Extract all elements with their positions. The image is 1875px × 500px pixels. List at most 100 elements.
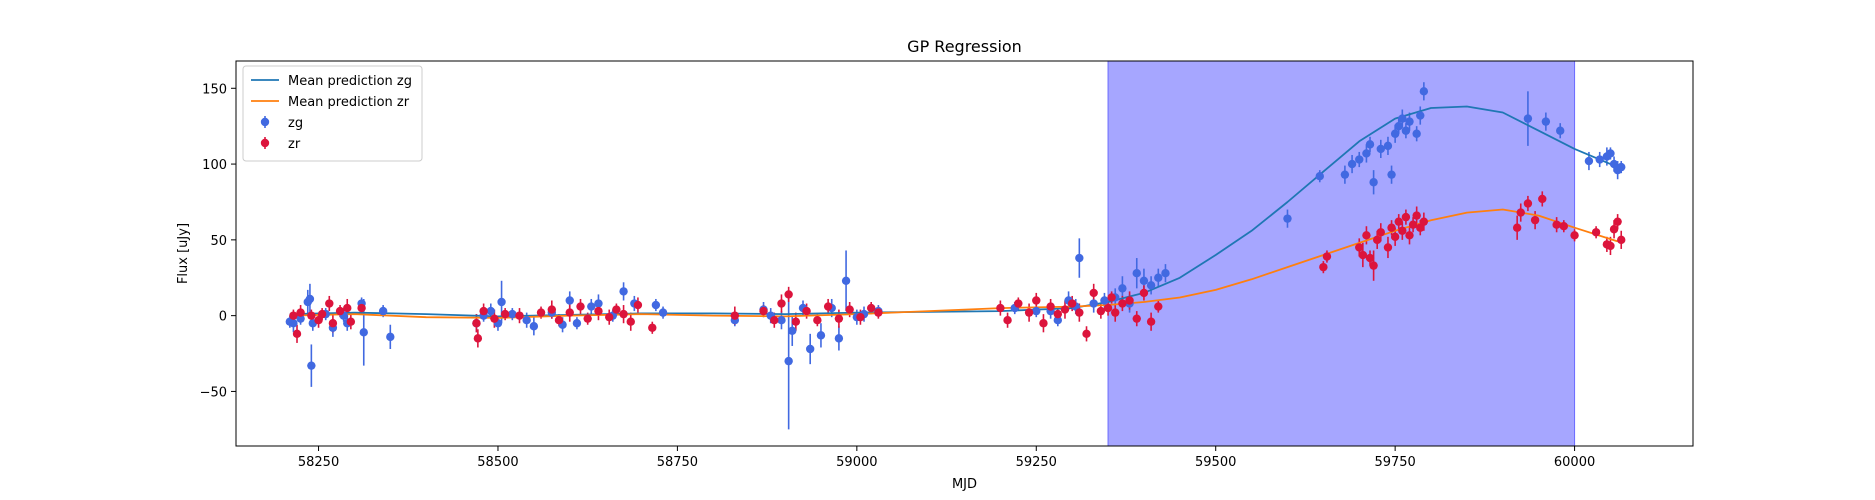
data-point-zg — [1132, 269, 1141, 278]
data-point-zg — [1100, 296, 1109, 305]
data-point-zr — [1369, 261, 1378, 270]
data-point-zr — [328, 319, 338, 328]
data-point-zr — [343, 303, 352, 313]
data-point-zr — [1014, 299, 1023, 308]
data-point-zr — [1365, 253, 1375, 263]
data-point-zr — [1390, 232, 1400, 242]
data-point-zg — [1365, 140, 1375, 149]
data-point-zg — [1369, 178, 1378, 187]
data-point-zg — [378, 306, 388, 316]
data-point-zg — [1118, 284, 1127, 293]
data-point-zg — [289, 319, 298, 328]
y-tick-label: −50 — [200, 385, 227, 400]
data-point-zr — [633, 300, 643, 310]
chart-title: GP Regression — [907, 37, 1022, 56]
data-point-zr — [1139, 288, 1149, 298]
data-point-zg — [497, 297, 506, 307]
data-point-zg — [834, 334, 844, 343]
data-point-zg — [386, 332, 395, 342]
plot-frame — [235, 60, 1694, 447]
data-point-zr — [472, 319, 481, 328]
legend-point-swatch — [260, 117, 270, 127]
data-point-zg — [1617, 162, 1626, 172]
data-point-zr — [1609, 225, 1619, 234]
data-point-zr — [1530, 215, 1540, 225]
data-point-zg — [1390, 129, 1400, 138]
data-point-zr — [605, 312, 614, 322]
legend-label: Mean prediction zr — [288, 95, 410, 110]
data-point-zg — [841, 276, 851, 285]
data-point-zr — [1053, 309, 1063, 319]
data-point-zr — [1132, 314, 1141, 323]
data-point-zr — [1322, 252, 1332, 261]
data-point-zg — [1383, 141, 1393, 151]
data-point-zg — [307, 361, 316, 370]
data-point-zr — [1125, 296, 1134, 305]
data-point-zg — [1053, 315, 1063, 325]
data-point-zr — [357, 303, 366, 313]
data-point-zg — [658, 308, 668, 317]
x-tick-label: 59750 — [1374, 455, 1415, 470]
data-point-zr — [866, 303, 876, 313]
data-point-zg — [1609, 159, 1619, 169]
data-point-zr — [547, 305, 557, 314]
data-point-zg — [565, 296, 574, 305]
y-tick-label: 150 — [202, 82, 227, 97]
data-point-zg — [1146, 281, 1156, 290]
data-point-zr — [1319, 262, 1328, 272]
data-point-zg — [1032, 306, 1041, 316]
data-point-zr — [1613, 217, 1622, 226]
data-point-zg — [1154, 273, 1163, 282]
data-point-zr — [1024, 308, 1034, 317]
data-point-zr — [1412, 211, 1421, 220]
x-tick-label: 58250 — [298, 455, 339, 470]
data-point-zg — [359, 328, 368, 337]
data-point-zr — [1617, 235, 1626, 245]
legend-point-swatch — [260, 138, 270, 148]
data-point-zr — [1154, 302, 1163, 311]
data-point-zg — [1416, 111, 1425, 120]
data-point-zg — [816, 331, 826, 340]
data-point-zr — [292, 329, 302, 339]
data-point-zg — [529, 322, 539, 331]
data-point-zg — [1541, 117, 1551, 126]
data-point-zr — [1046, 302, 1055, 311]
data-point-zg — [572, 319, 582, 328]
data-point-zr — [996, 303, 1005, 313]
legend-label: zr — [288, 137, 301, 152]
data-point-zr — [1419, 217, 1429, 226]
y-tick-label: 100 — [202, 158, 227, 173]
data-point-zr — [791, 317, 801, 326]
data-point-zr — [515, 311, 524, 320]
data-point-zg — [305, 294, 315, 304]
data-point-zr — [490, 314, 499, 323]
data-point-zr — [648, 323, 657, 332]
data-point-zr — [1398, 226, 1407, 235]
data-point-zg — [788, 326, 797, 336]
data-point-zr — [500, 309, 510, 319]
data-point-zr — [619, 309, 628, 319]
data-point-zr — [1591, 228, 1601, 237]
data-point-zg — [1340, 170, 1350, 179]
data-point-zg — [1405, 117, 1414, 126]
data-point-zg — [508, 309, 517, 319]
data-point-zg — [1584, 156, 1594, 166]
data-point-zr — [1032, 296, 1041, 305]
legend-box — [242, 65, 423, 162]
data-point-zr — [759, 306, 768, 316]
data-point-zr — [612, 305, 621, 314]
x-tick-label: 60000 — [1554, 455, 1595, 470]
data-point-zr — [1559, 222, 1569, 231]
data-point-zr — [1416, 223, 1425, 232]
data-point-zr — [730, 311, 740, 320]
data-point-zg — [784, 356, 793, 366]
data-point-zr — [770, 315, 779, 325]
data-point-zr — [777, 299, 786, 308]
prediction-line-mean-prediction-zr — [289, 208, 1618, 319]
data-point-zr — [1103, 303, 1113, 313]
data-point-zr — [1606, 241, 1615, 251]
data-point-zg — [1523, 114, 1533, 123]
data-point-zr — [317, 309, 327, 319]
data-point-zr — [536, 308, 546, 317]
